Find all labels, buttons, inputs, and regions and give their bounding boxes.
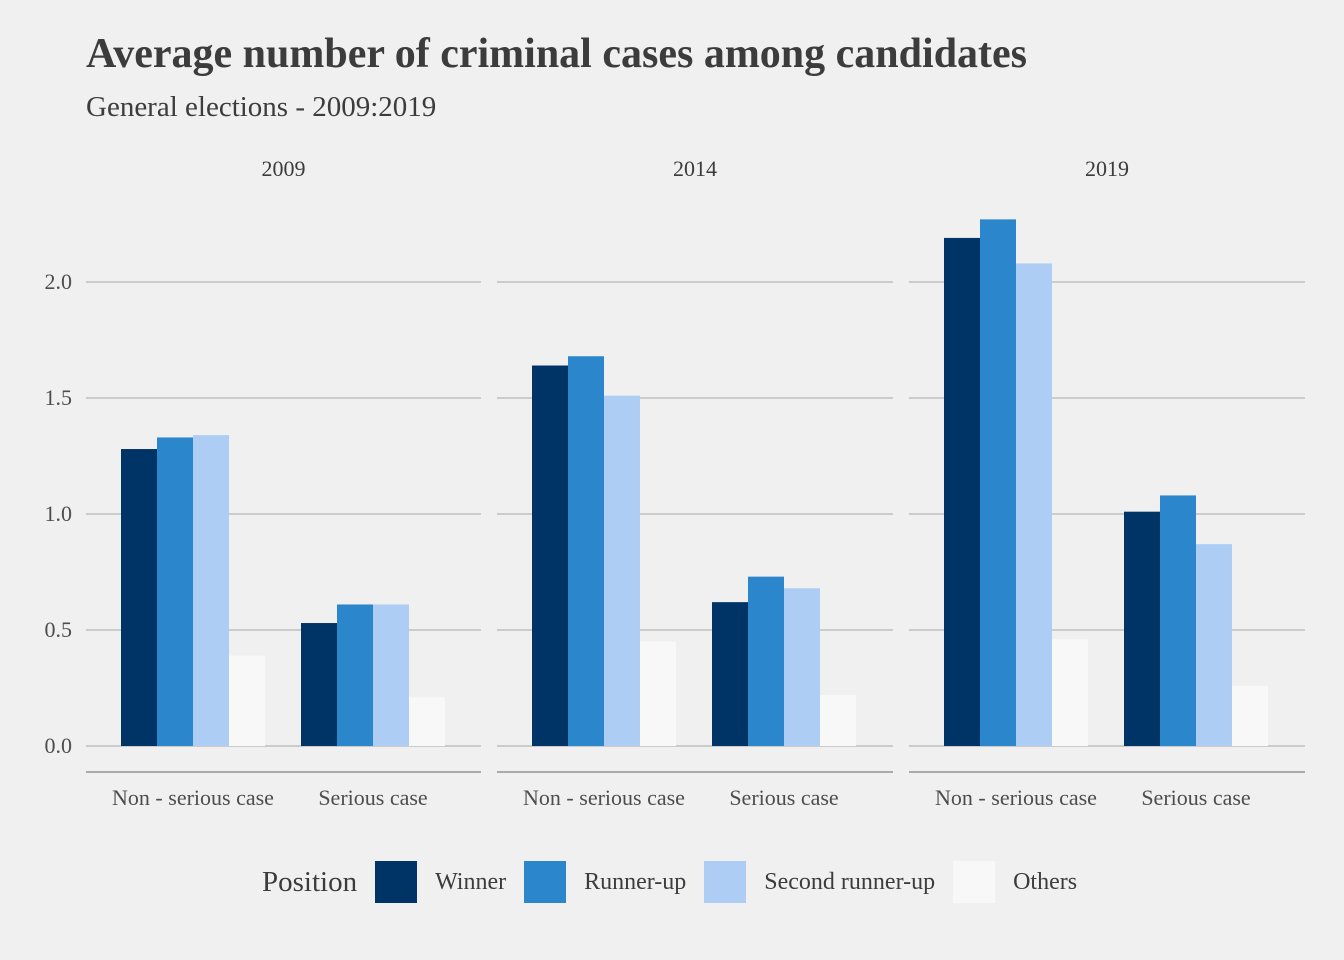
bar-2019-non-serious-others: [1052, 639, 1088, 746]
legend-key-others: [953, 861, 996, 903]
facet-label-2014: 2014: [673, 156, 717, 181]
bar-2014-non-serious-winner: [532, 365, 568, 746]
legend-label-winner: Winner: [435, 868, 507, 895]
y-tick-label: 1.0: [45, 501, 73, 526]
bar-2009-serious-second-runner-up: [373, 604, 409, 746]
bar-2009-non-serious-second-runner-up: [193, 435, 229, 746]
bar-2009-non-serious-others: [229, 655, 265, 746]
legend-key-second-runner-up: [704, 861, 747, 903]
bar-2019-non-serious-winner: [944, 237, 980, 747]
legend-label-second-runner-up: Second runner-up: [764, 868, 936, 895]
bar-2009-serious-winner: [301, 623, 337, 746]
bar-2019-serious-runner-up: [1160, 495, 1196, 746]
bar-2014-serious-runner-up: [748, 576, 784, 746]
legend-key-winner: [375, 861, 418, 903]
bar-2014-serious-second-runner-up: [784, 588, 820, 746]
facet-label-2019: 2019: [1085, 156, 1129, 181]
bar-2019-serious-others: [1232, 685, 1268, 746]
x-tick-label: Serious case: [318, 785, 427, 810]
legend-title: Position: [262, 865, 358, 898]
bar-2014-non-serious-second-runner-up: [604, 395, 640, 746]
chart-title: Average number of criminal cases among c…: [86, 31, 1028, 77]
legend-item-runner-up: Runner-up: [524, 861, 686, 903]
legend-item-winner: Winner: [375, 861, 506, 903]
bar-2009-non-serious-winner: [121, 449, 157, 746]
bar-2014-serious-others: [820, 694, 856, 746]
legend-label-others: Others: [1013, 868, 1078, 895]
x-tick-label: Non - serious case: [523, 785, 685, 810]
y-tick-label: 0.0: [45, 733, 73, 758]
bar-2019-non-serious-second-runner-up: [1016, 263, 1052, 746]
bar-2019-serious-winner: [1124, 511, 1160, 746]
legend-item-others: Others: [953, 861, 1077, 903]
facet-label-2009: 2009: [262, 156, 306, 181]
legend-label-runner-up: Runner-up: [584, 868, 687, 895]
bar-2014-serious-winner: [712, 602, 748, 746]
y-tick-label: 2.0: [45, 269, 73, 294]
chart-subtitle: General elections - 2009:2019: [86, 91, 437, 123]
y-tick-label: 1.5: [45, 385, 73, 410]
bar-2009-non-serious-runner-up: [157, 437, 193, 746]
bar-2009-serious-others: [409, 697, 445, 746]
legend-key-runner-up: [524, 861, 567, 903]
bar-2019-serious-second-runner-up: [1196, 544, 1232, 746]
bar-2014-non-serious-runner-up: [568, 356, 604, 746]
legend: Position Winner Runner-up Second runner-…: [262, 860, 1095, 904]
x-tick-label: Non - serious case: [935, 785, 1097, 810]
y-tick-label: 0.5: [45, 617, 73, 642]
legend-item-second-runner-up: Second runner-up: [704, 861, 935, 903]
x-tick-label: Serious case: [1141, 785, 1250, 810]
bar-2009-serious-runner-up: [337, 604, 373, 746]
bar-2014-non-serious-others: [640, 641, 676, 746]
x-tick-label: Non - serious case: [112, 785, 274, 810]
x-tick-label: Serious case: [729, 785, 838, 810]
bar-2019-non-serious-runner-up: [980, 219, 1016, 747]
